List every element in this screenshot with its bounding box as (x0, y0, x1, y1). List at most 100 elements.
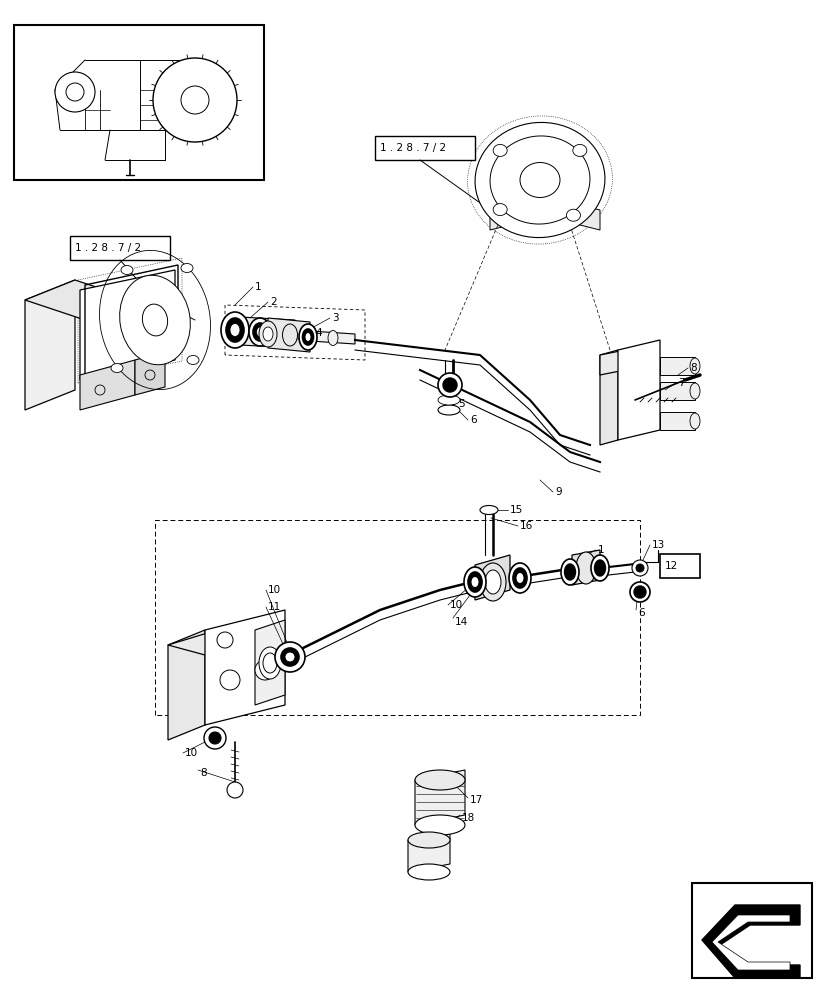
Polygon shape (240, 317, 294, 348)
Polygon shape (711, 915, 789, 970)
Ellipse shape (221, 312, 249, 348)
Ellipse shape (230, 324, 240, 336)
Ellipse shape (408, 832, 449, 848)
Circle shape (255, 660, 275, 680)
Polygon shape (490, 205, 509, 230)
Ellipse shape (485, 570, 500, 594)
Ellipse shape (467, 572, 481, 592)
Ellipse shape (590, 555, 609, 581)
Circle shape (635, 564, 643, 572)
Text: 18: 18 (461, 813, 475, 823)
Text: 15: 15 (509, 505, 523, 515)
Text: 8: 8 (200, 768, 207, 778)
Ellipse shape (414, 770, 465, 790)
Polygon shape (80, 360, 135, 410)
Polygon shape (475, 555, 509, 600)
Ellipse shape (509, 563, 530, 593)
Circle shape (55, 72, 95, 112)
Ellipse shape (120, 275, 190, 365)
Polygon shape (571, 550, 600, 585)
Ellipse shape (142, 304, 167, 336)
Ellipse shape (282, 324, 297, 346)
Polygon shape (168, 630, 205, 740)
Text: 4: 4 (314, 328, 321, 338)
Text: 16: 16 (519, 521, 533, 531)
Ellipse shape (327, 330, 337, 346)
Text: 10: 10 (184, 748, 198, 758)
Text: 1: 1 (255, 282, 261, 292)
Circle shape (631, 560, 648, 576)
Circle shape (284, 652, 294, 662)
Ellipse shape (572, 144, 586, 156)
Polygon shape (701, 905, 799, 978)
Bar (70, 236, 170, 260)
Text: 17: 17 (470, 795, 483, 805)
Ellipse shape (263, 653, 277, 673)
Text: 6: 6 (470, 415, 476, 425)
Polygon shape (408, 832, 449, 872)
Ellipse shape (249, 318, 270, 346)
Ellipse shape (437, 405, 460, 415)
Polygon shape (25, 280, 75, 410)
Text: 5: 5 (457, 399, 464, 409)
Text: 13: 13 (651, 540, 664, 550)
Polygon shape (255, 620, 284, 705)
Bar (659, 554, 699, 578)
Polygon shape (268, 318, 309, 352)
Circle shape (220, 670, 240, 690)
Ellipse shape (408, 864, 449, 880)
Circle shape (227, 782, 242, 798)
Polygon shape (205, 610, 284, 725)
Text: 14: 14 (455, 617, 468, 627)
Ellipse shape (493, 204, 507, 216)
Ellipse shape (263, 327, 273, 341)
Text: 10: 10 (268, 585, 281, 595)
Circle shape (437, 373, 461, 397)
Ellipse shape (475, 122, 605, 238)
Ellipse shape (689, 383, 699, 399)
Ellipse shape (689, 413, 699, 429)
Circle shape (442, 378, 457, 392)
Text: 2: 2 (270, 297, 276, 307)
Polygon shape (309, 331, 355, 344)
Polygon shape (80, 270, 174, 380)
Ellipse shape (471, 576, 479, 587)
Polygon shape (414, 770, 465, 825)
Circle shape (208, 732, 221, 744)
Ellipse shape (253, 323, 266, 341)
Ellipse shape (304, 332, 311, 342)
Bar (14, 25, 264, 180)
Text: 10: 10 (449, 600, 462, 610)
Circle shape (280, 648, 299, 666)
Polygon shape (600, 350, 617, 445)
Ellipse shape (480, 506, 497, 514)
Ellipse shape (576, 552, 595, 584)
Ellipse shape (299, 324, 317, 350)
Circle shape (203, 727, 226, 749)
Polygon shape (579, 205, 600, 230)
Text: 1: 1 (597, 545, 604, 555)
Ellipse shape (564, 564, 575, 580)
Polygon shape (600, 345, 649, 375)
Text: 11: 11 (268, 602, 281, 612)
Circle shape (217, 632, 232, 648)
Ellipse shape (121, 265, 133, 274)
Ellipse shape (259, 321, 277, 347)
Ellipse shape (493, 144, 507, 156)
Ellipse shape (463, 567, 485, 597)
Polygon shape (168, 620, 284, 655)
Text: 1 . 2 8 . 7 / 2: 1 . 2 8 . 7 / 2 (75, 243, 141, 253)
Text: 12: 12 (664, 561, 677, 571)
Polygon shape (25, 280, 135, 320)
Ellipse shape (111, 363, 123, 372)
Text: 6: 6 (638, 608, 644, 618)
Polygon shape (659, 382, 694, 400)
Ellipse shape (566, 209, 580, 221)
Text: 3: 3 (332, 313, 338, 323)
Text: 9: 9 (554, 487, 561, 497)
Ellipse shape (515, 572, 523, 584)
Polygon shape (135, 352, 165, 395)
Bar (375, 136, 475, 160)
Circle shape (629, 582, 649, 602)
Ellipse shape (594, 560, 605, 576)
